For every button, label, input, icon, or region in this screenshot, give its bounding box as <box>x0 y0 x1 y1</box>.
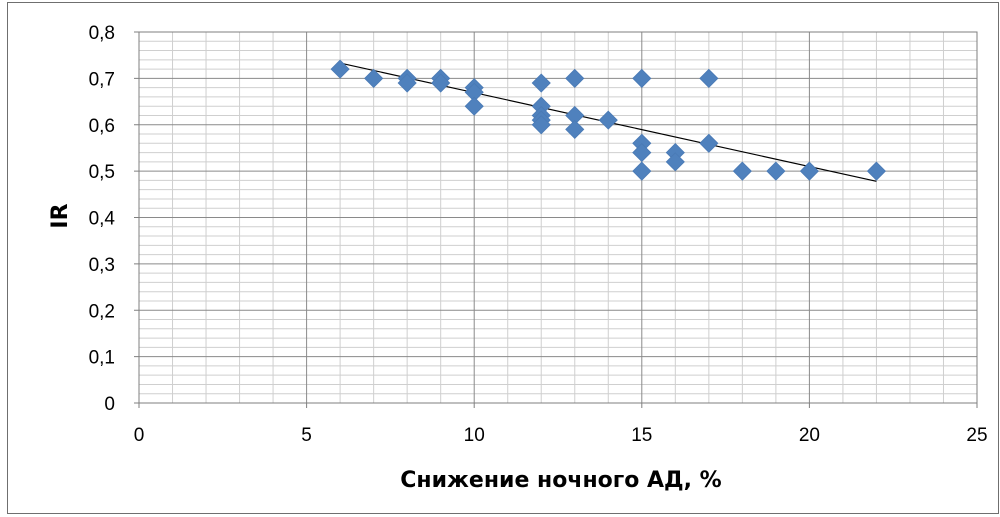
y-tick-label: 0,8 <box>89 23 115 44</box>
y-tick-label: 0,5 <box>89 162 115 183</box>
data-point <box>598 110 618 130</box>
x-tick-label: 25 <box>966 425 987 446</box>
y-tick-label: 0,2 <box>89 301 115 322</box>
x-tick-label: 15 <box>631 425 652 446</box>
y-axis-title: IR <box>48 203 73 228</box>
x-axis-title: Снижение ночного АД, % <box>400 468 721 493</box>
data-point <box>397 73 417 93</box>
data-point <box>531 115 551 135</box>
y-tick-label: 0,3 <box>89 255 115 276</box>
data-point <box>766 161 786 181</box>
data-point <box>799 161 819 181</box>
data-point <box>565 119 585 139</box>
y-tick-label: 0,7 <box>89 69 115 90</box>
data-point <box>431 73 451 93</box>
data-points <box>330 59 887 181</box>
y-tick-label: 0,4 <box>89 209 116 230</box>
x-axis-ticks: 0 5 10 15 20 25 <box>134 403 988 446</box>
data-point <box>699 133 719 153</box>
data-point <box>531 73 551 93</box>
data-point <box>699 68 719 88</box>
x-tick-label: 0 <box>134 425 145 446</box>
data-point <box>330 59 350 79</box>
data-point <box>565 68 585 88</box>
y-tick-label: 0,1 <box>89 348 115 369</box>
data-point <box>866 161 887 181</box>
data-point <box>632 161 652 181</box>
data-point <box>665 152 685 172</box>
data-point <box>732 161 752 181</box>
data-point <box>464 96 484 116</box>
y-tick-label: 0 <box>104 394 115 415</box>
grid <box>139 32 977 403</box>
x-tick-label: 5 <box>301 425 312 446</box>
y-tick-label: 0,6 <box>89 116 115 137</box>
x-tick-label: 20 <box>799 425 820 446</box>
x-tick-label: 10 <box>464 425 485 446</box>
data-point <box>364 68 384 88</box>
y-axis-ticks: 0 0,1 0,2 0,3 0,4 0,5 0,6 0,7 0,8 <box>89 23 139 415</box>
data-point <box>632 68 652 88</box>
